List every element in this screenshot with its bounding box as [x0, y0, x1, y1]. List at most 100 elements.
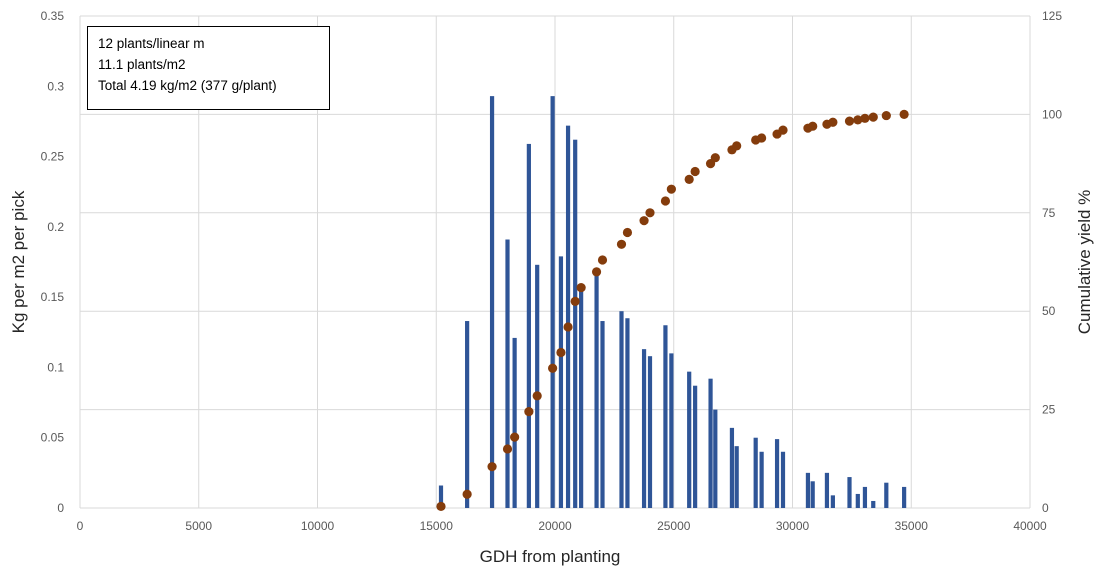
- x-tick-label: 15000: [420, 519, 454, 533]
- cumulative-point: [660, 196, 671, 206]
- y-axis-title: Kg per m2 per pick: [9, 190, 28, 333]
- y2-tick-label: 100: [1042, 107, 1062, 121]
- bar: [805, 472, 811, 508]
- y-tick-label: 0.35: [41, 9, 65, 23]
- y-tick-label: 0.05: [41, 431, 65, 445]
- y-tick-label: 0.1: [47, 360, 64, 374]
- bar: [855, 493, 860, 508]
- bar: [550, 96, 555, 508]
- cumulative-point: [645, 208, 655, 218]
- y2-tick-label: 75: [1042, 206, 1056, 220]
- annotation-plants-area: 11.1 plants/m2: [98, 57, 186, 72]
- cumulative-point: [710, 153, 720, 163]
- cumulative-point: [808, 121, 818, 131]
- bar: [902, 486, 907, 508]
- cumulative-point: [666, 184, 676, 194]
- x-tick-label: 0: [77, 519, 84, 533]
- bar: [565, 125, 571, 508]
- x-axis-ticks: 0 5000 10000 15000 20000 25000 30000 35000 40000: [77, 519, 1047, 533]
- cumulative-point: [548, 363, 558, 373]
- cumulative-point: [860, 113, 870, 123]
- x-tick-label: 25000: [657, 519, 691, 533]
- cumulative-point: [853, 115, 863, 125]
- cumulative-series: [436, 109, 909, 512]
- cumulative-point: [532, 391, 542, 401]
- bar: [663, 325, 668, 508]
- x-tick-label: 30000: [776, 519, 810, 533]
- bar: [847, 477, 852, 508]
- cumulative-point: [881, 110, 891, 121]
- cumulative-point: [690, 166, 700, 177]
- bar: [713, 409, 718, 508]
- bar: [669, 353, 674, 508]
- y-tick-label: 0.25: [41, 150, 65, 164]
- y-tick-label: 0.2: [47, 220, 64, 234]
- x-tick-label: 5000: [185, 519, 212, 533]
- cumulative-point: [616, 239, 627, 249]
- cumulative-point: [868, 112, 878, 122]
- bar: [526, 143, 531, 509]
- cumulative-point: [597, 255, 608, 265]
- cumulative-point: [524, 406, 534, 417]
- bar: [579, 287, 584, 508]
- bar: [687, 371, 692, 508]
- y-tick-label: 0: [57, 501, 64, 515]
- bar: [489, 96, 495, 508]
- cumulative-point: [757, 133, 767, 143]
- y2-tick-label: 50: [1042, 304, 1056, 318]
- annotation-box: 12 plants/linear m 11.1 plants/m2 Total …: [87, 26, 330, 110]
- cumulative-point: [732, 141, 742, 151]
- bar: [594, 273, 599, 508]
- cumulative-point: [563, 322, 573, 332]
- x-tick-label: 35000: [895, 519, 929, 533]
- x-tick-label: 20000: [538, 519, 572, 533]
- annotation-plants-linear: 12 plants/linear m: [98, 36, 205, 51]
- y2-axis-title: Cumulative yield %: [1075, 190, 1094, 335]
- cumulative-point: [684, 174, 694, 184]
- cumulative-point: [510, 432, 520, 442]
- cumulative-point: [502, 444, 513, 454]
- bar: [512, 337, 517, 508]
- bar-series: [438, 96, 907, 509]
- cumulative-point: [622, 227, 633, 238]
- bar: [600, 321, 605, 508]
- bar: [862, 486, 868, 508]
- bar: [438, 485, 444, 508]
- bar: [729, 427, 735, 508]
- cumulative-point: [828, 117, 838, 127]
- y2-tick-label: 125: [1042, 9, 1062, 23]
- cumulative-point: [436, 501, 446, 512]
- annotation-total: Total 4.19 kg/m2 (377 g/plant): [98, 78, 277, 93]
- bar: [573, 139, 578, 508]
- cumulative-point: [844, 116, 855, 126]
- bar: [625, 318, 630, 508]
- cumulative-point: [899, 109, 909, 119]
- cumulative-point: [487, 462, 497, 472]
- bar: [708, 378, 713, 508]
- bar: [753, 437, 758, 508]
- bar: [780, 451, 786, 508]
- cumulative-point: [462, 489, 472, 499]
- y-tick-label: 0.3: [47, 79, 64, 93]
- bar: [647, 356, 653, 508]
- y2-axis-ticks: 0 25 50 75 100 125: [1042, 9, 1062, 515]
- y2-tick-label: 25: [1042, 403, 1056, 417]
- bar: [824, 472, 830, 508]
- cumulative-point: [639, 216, 649, 226]
- bar: [693, 385, 698, 508]
- cumulative-point: [576, 282, 586, 293]
- bar: [884, 482, 889, 508]
- x-axis-title: GDH from planting: [480, 547, 621, 566]
- y-axis-ticks: 0 0.05 0.1 0.15 0.2 0.25 0.3 0.35: [41, 9, 65, 515]
- y2-tick-label: 0: [1042, 501, 1049, 515]
- bar: [535, 264, 540, 508]
- cumulative-point: [556, 347, 566, 358]
- bar: [641, 349, 647, 508]
- x-tick-label: 10000: [301, 519, 335, 533]
- bar: [558, 256, 564, 508]
- bar: [810, 481, 815, 508]
- cumulative-point: [570, 296, 580, 306]
- bar: [871, 500, 876, 508]
- bar: [734, 446, 739, 508]
- y-tick-label: 0.15: [41, 290, 65, 304]
